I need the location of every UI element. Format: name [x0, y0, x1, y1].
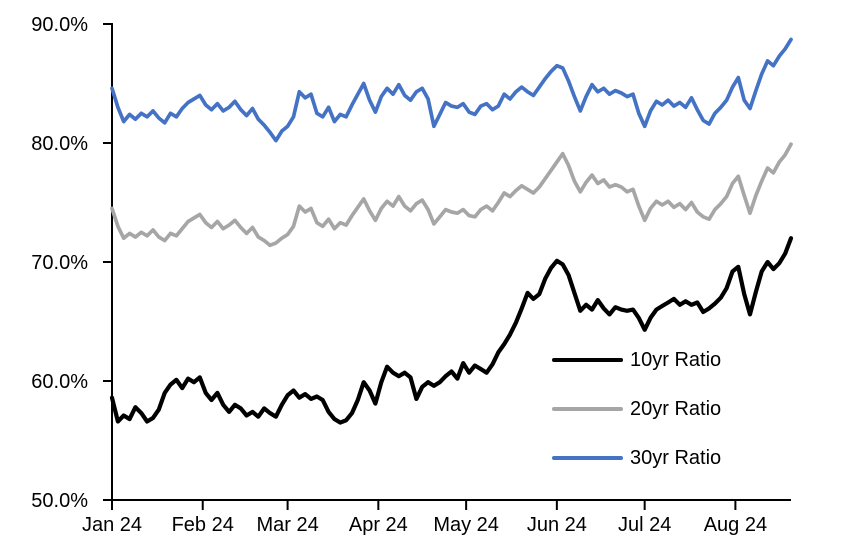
series-30yr-ratio-line — [110, 37, 793, 143]
legend-item-30yr: 30yr Ratio — [552, 444, 782, 472]
x-axis-tick-label: Jan 24 — [82, 514, 142, 536]
x-axis-tick-label: Apr 24 — [349, 514, 408, 536]
legend-line-swatch-20yr — [552, 407, 623, 411]
y-axis-tick-label: 80.0% — [31, 133, 88, 155]
series-20yr-ratio-line — [110, 142, 793, 248]
legend-label-30yr: 30yr Ratio — [630, 447, 722, 469]
legend: 10yr Ratio 20yr Ratio 30yr Ratio — [552, 346, 782, 493]
y-axis-tick-label: 70.0% — [31, 252, 88, 274]
y-axis-tick-label: 90.0% — [31, 14, 88, 36]
y-axis-tick-label: 50.0% — [31, 490, 88, 512]
axes: 50.0% 60.0% 70.0% 80.0% 90.0% Jan 24 Feb 24 Mar… — [31, 14, 791, 536]
series-10yr-ratio-line — [109, 236, 794, 425]
legend-item-10yr: 10yr Ratio — [552, 346, 782, 374]
y-axis-tick-label: 60.0% — [31, 371, 88, 393]
legend-line-swatch-30yr — [552, 456, 623, 460]
legend-label-10yr: 10yr Ratio — [630, 349, 722, 371]
x-axis-tick-label: May 24 — [433, 514, 499, 536]
legend-item-20yr: 20yr Ratio — [552, 395, 782, 423]
x-axis-tick-label: Aug 24 — [704, 514, 767, 536]
series-lines — [109, 37, 794, 425]
x-axis-tick-label: Mar 24 — [256, 514, 318, 536]
x-axis-tick-label: Jul 24 — [618, 514, 671, 536]
x-axis-tick-label: Feb 24 — [172, 514, 234, 536]
x-axis-tick-label: Jun 24 — [527, 514, 587, 536]
legend-label-20yr: 20yr Ratio — [630, 398, 722, 420]
legend-line-swatch-10yr — [552, 358, 623, 362]
